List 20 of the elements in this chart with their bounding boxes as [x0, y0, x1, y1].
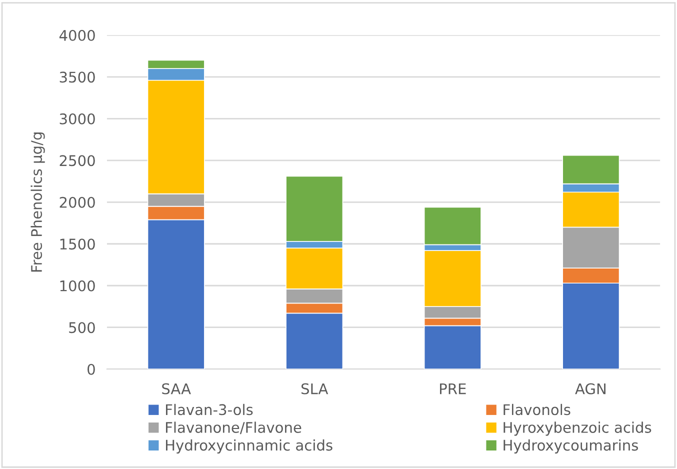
x-tick-label: AGN — [575, 383, 606, 394]
legend-label: Flavan-3-ols — [166, 404, 253, 416]
legend-label: Hyroxybenzoic acids — [504, 422, 652, 436]
y-tick-label: 3500 — [60, 72, 95, 83]
x-tick-label: SLA — [302, 383, 328, 394]
y-tick-label: 1000 — [60, 280, 95, 292]
legend-label: Hydroxycinnamic acids — [166, 439, 332, 454]
y-axis-title: Free Phenolics µg/g — [30, 132, 45, 272]
y-tick-label: 4000 — [59, 30, 95, 41]
legend-label: Hydroxycoumarins — [504, 439, 638, 454]
x-tick-label: PRE — [440, 383, 466, 394]
y-tick-label: 0 — [88, 364, 95, 375]
y-tick-label: 500 — [69, 322, 95, 334]
y-tick-label: 1500 — [60, 238, 95, 250]
y-tick-label: 2500 — [60, 155, 95, 166]
x-tick-label: SAA — [162, 383, 191, 394]
legend-label: Flavonols — [504, 404, 570, 416]
y-tick-label: 3000 — [60, 113, 95, 124]
y-tick-label: 2000 — [60, 196, 95, 208]
legend-label: Flavanone/Flavone — [166, 422, 302, 434]
